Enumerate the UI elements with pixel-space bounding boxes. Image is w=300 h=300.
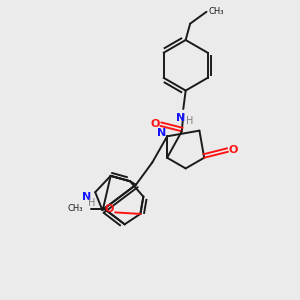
Text: O: O [229, 145, 238, 155]
Text: CH₃: CH₃ [209, 7, 224, 16]
Text: O: O [104, 204, 114, 214]
Text: H: H [88, 199, 95, 208]
Text: O: O [150, 119, 160, 129]
Text: N: N [176, 112, 185, 123]
Text: N: N [82, 192, 92, 202]
Text: H: H [186, 116, 194, 125]
Text: N: N [157, 128, 167, 138]
Text: CH₃: CH₃ [68, 204, 83, 213]
